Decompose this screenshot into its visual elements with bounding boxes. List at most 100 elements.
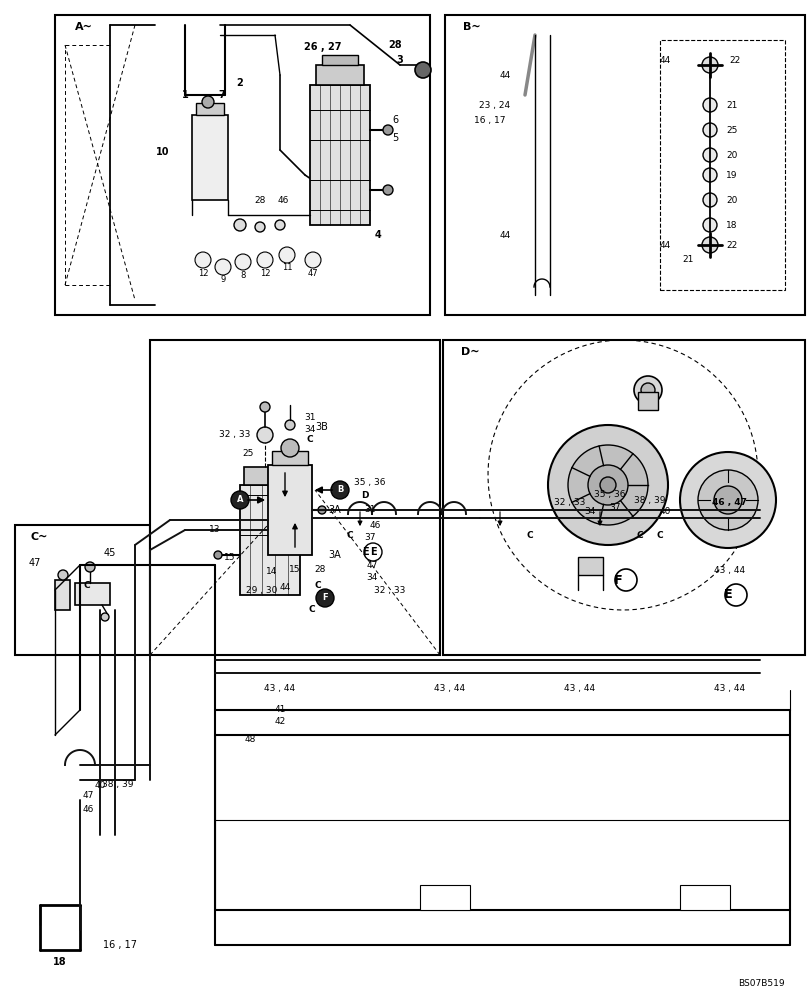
Text: C: C [346,532,353,540]
Circle shape [257,427,272,443]
Text: 5: 5 [392,133,397,143]
Bar [243,467,296,485]
Text: C: C [84,580,90,589]
Circle shape [363,543,381,561]
Circle shape [599,477,616,493]
Text: 46: 46 [369,520,380,530]
Bar [310,85,370,225]
Text: BS07B519: BS07B519 [737,979,784,988]
Circle shape [702,168,716,182]
Text: 6: 6 [392,115,397,125]
Circle shape [383,125,393,135]
Text: 18: 18 [725,221,737,230]
Text: 28: 28 [314,566,325,574]
Text: 43 , 44: 43 , 44 [434,684,465,692]
Bar [679,885,729,910]
Text: C~: C~ [31,532,49,542]
Text: 46 , 47: 46 , 47 [711,497,747,506]
Bar [322,55,358,65]
Text: 37: 37 [364,534,375,542]
Text: C: C [636,532,642,540]
Text: 47: 47 [28,558,41,568]
Text: 32 , 33: 32 , 33 [554,497,585,506]
Text: 20: 20 [725,151,736,160]
Bar [75,583,109,605]
Circle shape [279,247,294,263]
Text: E: E [361,547,368,557]
Text: C: C [307,436,313,444]
Text: 15: 15 [224,554,235,562]
Bar [419,885,470,910]
Circle shape [85,562,95,572]
Text: 7: 7 [218,90,225,100]
Text: 8: 8 [240,270,246,279]
Text: 14: 14 [266,568,277,576]
Circle shape [702,218,716,232]
Text: 20: 20 [725,196,736,205]
Text: 31: 31 [364,506,375,514]
Circle shape [318,506,325,514]
Text: 35 , 36: 35 , 36 [594,490,625,499]
Text: 35 , 36: 35 , 36 [354,478,385,487]
Text: 22: 22 [728,56,740,65]
Circle shape [255,222,264,232]
Text: 37: 37 [608,504,620,512]
Text: 38 , 39: 38 , 39 [102,780,134,790]
Circle shape [202,96,214,108]
Bar [659,40,784,290]
Circle shape [234,219,246,231]
Text: 44: 44 [659,240,670,249]
Text: 4: 4 [374,230,381,240]
Text: 47: 47 [82,790,93,799]
Text: 44: 44 [279,584,290,592]
Text: 45: 45 [104,548,116,558]
Bar [268,465,311,555]
Circle shape [702,193,716,207]
Circle shape [285,420,294,430]
Circle shape [315,589,333,607]
Text: 15: 15 [289,566,300,574]
Text: D~: D~ [461,347,479,357]
Circle shape [679,452,775,548]
Circle shape [724,584,746,606]
Text: 44: 44 [659,56,670,65]
Circle shape [383,185,393,195]
Text: B: B [337,486,343,494]
Text: C: C [308,605,315,614]
Bar [272,451,307,465]
Text: 47: 47 [307,268,318,277]
Bar [637,392,657,410]
Text: 26 , 27: 26 , 27 [304,42,341,52]
Circle shape [260,402,270,412]
Text: 29 , 30: 29 , 30 [246,585,277,594]
Circle shape [281,439,298,457]
Text: 44: 44 [499,231,510,239]
Bar [55,580,70,610]
Text: 21: 21 [681,255,693,264]
Text: 43 , 44: 43 , 44 [714,684,744,692]
Text: 22: 22 [726,240,736,249]
Text: C: C [526,532,533,540]
Text: A: A [237,495,243,504]
Text: 43 , 44: 43 , 44 [714,566,744,574]
Text: 34: 34 [584,508,595,516]
Text: 12: 12 [198,268,208,277]
Text: 21: 21 [725,101,736,110]
Text: 42: 42 [274,717,285,726]
Text: 3B: 3B [315,422,328,432]
Circle shape [702,123,716,137]
Bar [150,340,440,655]
Circle shape [702,148,716,162]
Circle shape [547,425,667,545]
Text: 32 , 33: 32 , 33 [374,585,406,594]
Circle shape [234,254,251,270]
Text: 32 , 33: 32 , 33 [219,430,251,440]
Text: 25: 25 [242,450,253,458]
Bar [195,103,224,115]
Text: F: F [613,574,621,586]
Text: 46: 46 [82,805,93,814]
Text: E: E [723,588,732,601]
Circle shape [640,383,654,397]
Text: 41: 41 [274,706,285,714]
Text: 46: 46 [277,196,289,205]
